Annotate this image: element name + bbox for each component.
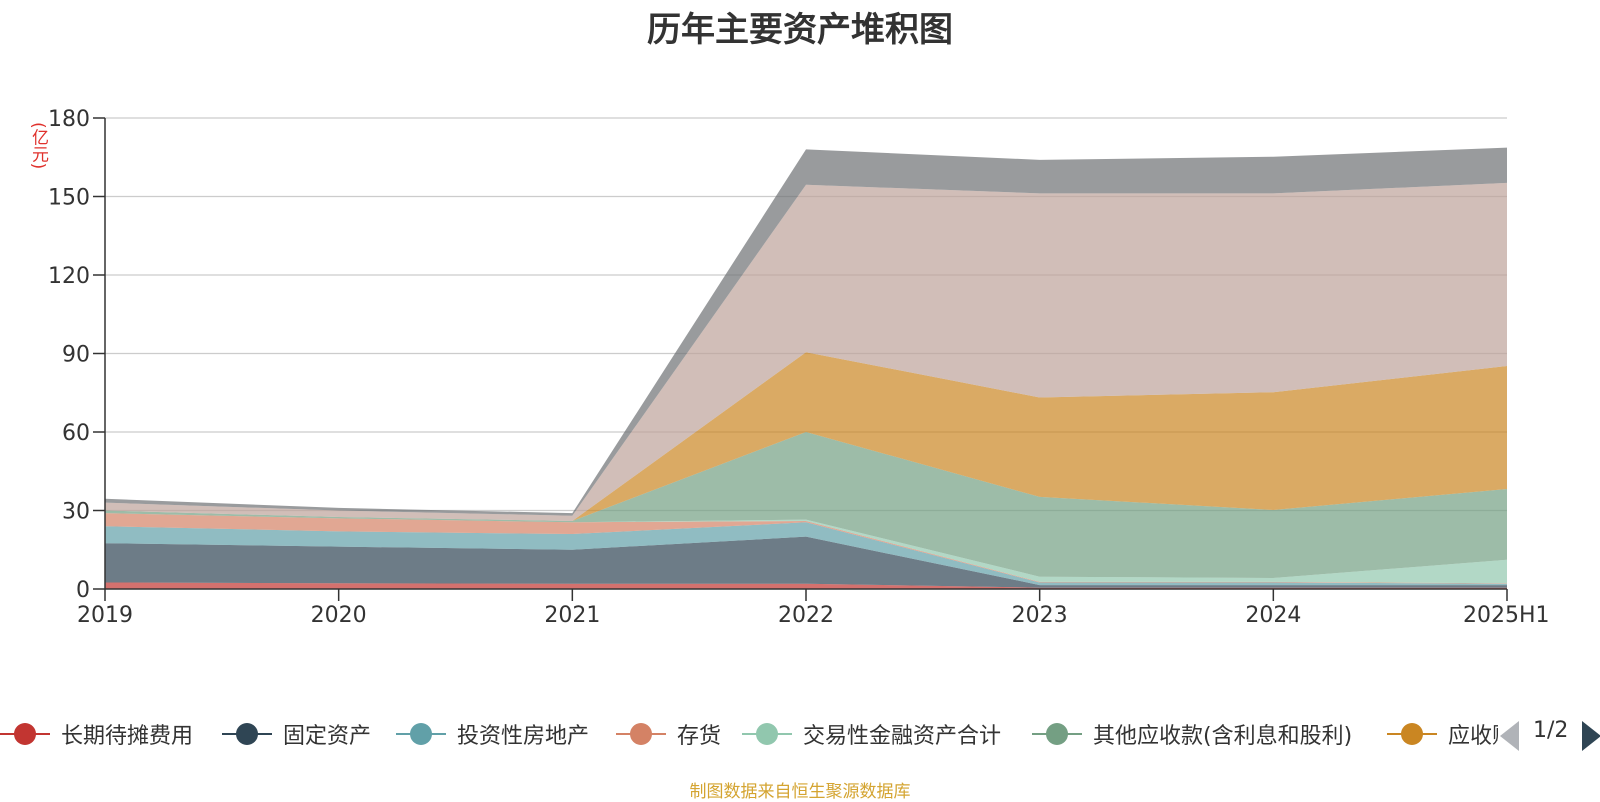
legend-marker-icon [1032, 716, 1082, 752]
y-tick-label: 180 [48, 107, 90, 132]
y-tick-label: 90 [62, 343, 90, 368]
area-series [105, 536, 1507, 588]
legend: 长期待摊费用 固定资产 投资性房地产 存货 交易性金融资产合计 其他应收款(含利息和股利)… [0, 716, 1498, 752]
legend-item[interactable]: 长期待摊费用 [0, 716, 193, 752]
legend-marker-icon [1387, 716, 1437, 752]
x-tick-label: 2023 [1012, 603, 1068, 628]
legend-label: 固定资产 [283, 724, 372, 749]
x-tick-label: 2022 [778, 603, 834, 628]
legend-label: 应收账款 [1448, 724, 1498, 749]
legend-item[interactable]: 交易性金融资产合计 [742, 716, 1001, 752]
legend-label: 交易性金融资产合计 [803, 724, 1002, 749]
area-series [105, 432, 1507, 579]
x-tick-label: 2019 [77, 603, 133, 628]
legend-item[interactable]: 投资性房地产 [396, 716, 589, 752]
area-series [105, 513, 1507, 584]
legend-marker-icon [616, 716, 666, 752]
area-series [105, 513, 1507, 584]
legend-marker-icon [742, 716, 792, 752]
area-series [105, 582, 1507, 589]
legend-marker-icon [396, 716, 446, 752]
legend-marker-icon [222, 716, 272, 752]
area-series [105, 352, 1507, 521]
y-tick-label: 0 [76, 578, 90, 603]
area-series [105, 147, 1507, 516]
legend-label: 其他应收款(含利息和股利) [1093, 724, 1353, 749]
y-tick-label: 60 [62, 421, 90, 446]
x-tick-label: 2024 [1245, 603, 1301, 628]
legend-label: 存货 [677, 724, 722, 749]
area-series [105, 182, 1507, 521]
y-tick-label: 30 [62, 500, 90, 525]
area-series [105, 522, 1507, 586]
pager-prev-icon[interactable] [1500, 721, 1519, 751]
legend-marker-icon [0, 716, 50, 752]
legend-label: 长期待摊费用 [61, 724, 194, 749]
legend-item[interactable]: 其他应收款(含利息和股利) [1032, 716, 1352, 752]
x-tick-label: 2020 [311, 603, 367, 628]
y-tick-label: 120 [48, 264, 90, 289]
chart-title: 历年主要资产堆积图 [647, 10, 953, 50]
legend-item[interactable]: 固定资产 [222, 716, 371, 752]
x-tick-label: 2021 [544, 603, 600, 628]
legend-item[interactable]: 应收账款 [1387, 716, 1498, 752]
y-tick-label: 150 [48, 186, 90, 211]
legend-pager: 1/2 [1500, 718, 1600, 754]
legend-item[interactable]: 存货 [616, 716, 721, 752]
x-tick-label: 2025H1 [1463, 603, 1550, 628]
pager-next-icon[interactable] [1582, 721, 1600, 751]
source-footer: 制图数据来自恒生聚源数据库 [689, 782, 911, 802]
pager-text: 1/2 [1533, 718, 1569, 743]
legend-label: 投资性房地产 [457, 724, 590, 749]
y-axis-unit: (亿元) [28, 122, 48, 170]
